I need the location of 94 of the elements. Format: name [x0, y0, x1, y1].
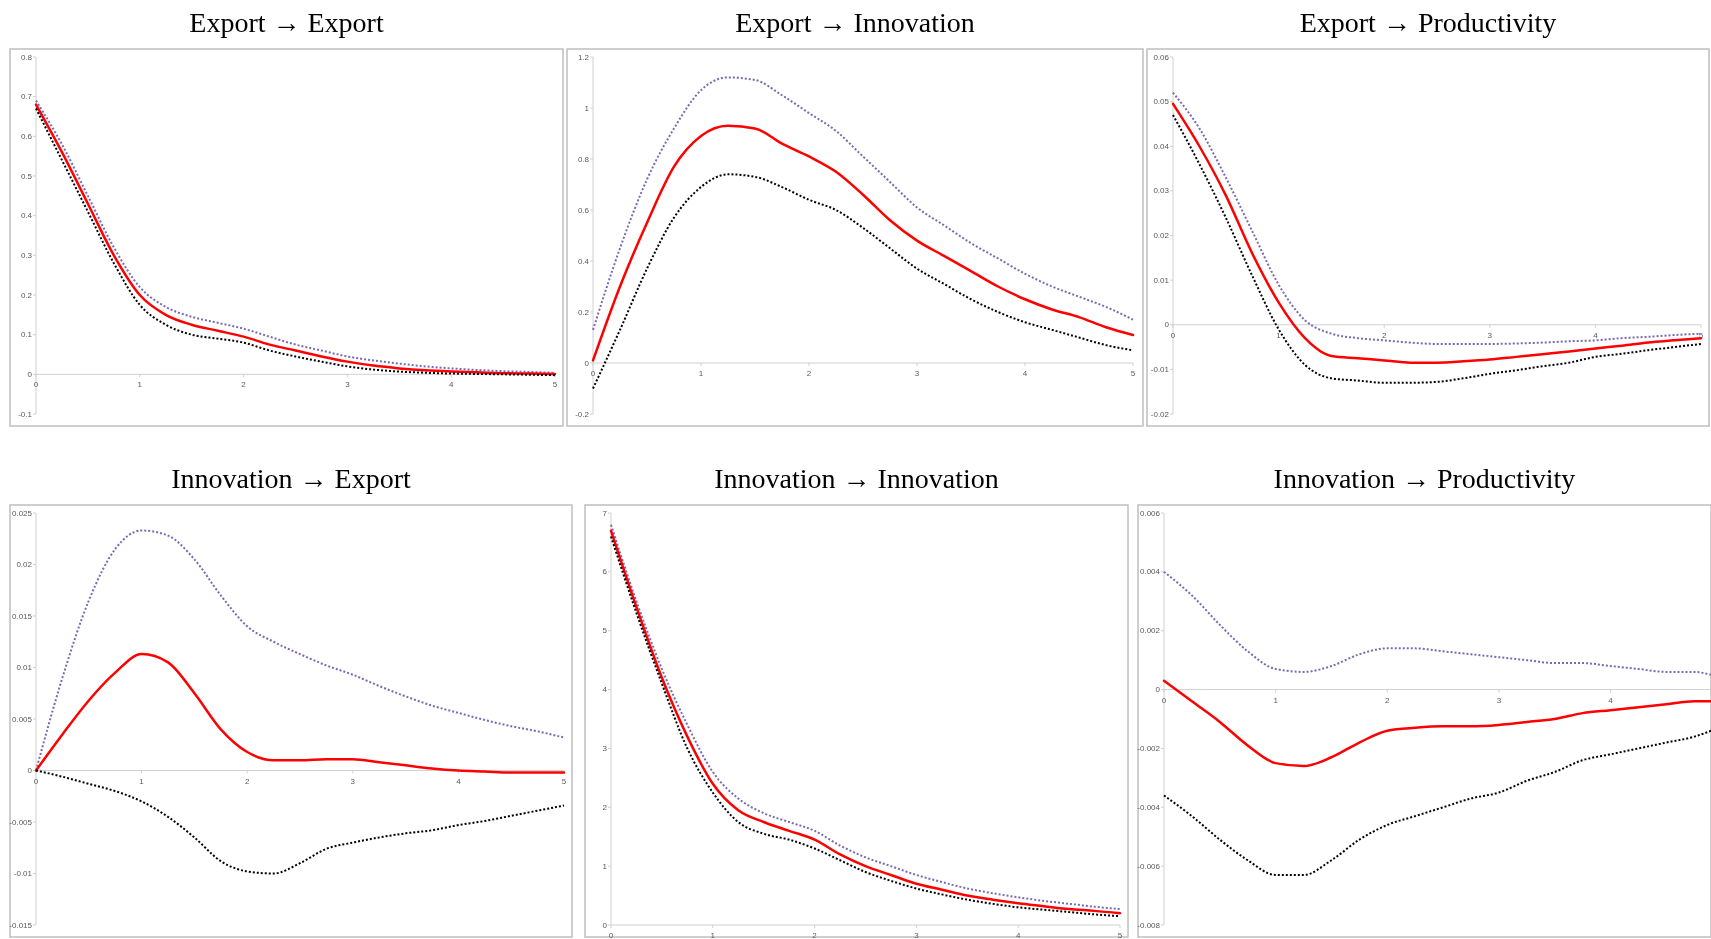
line-series [1163, 570, 1711, 676]
y-tick-label: -0.015 [9, 920, 33, 930]
x-tick-label: 4 [1022, 369, 1028, 378]
x-tick-label: 2 [806, 369, 812, 378]
y-tick-label: 0 [27, 766, 33, 776]
x-tick-label: 1 [139, 776, 145, 786]
y-tick-label: 0.7 [20, 92, 33, 102]
y-tick-label: -0.01 [1150, 364, 1170, 374]
y-tick-label: 6 [602, 567, 608, 577]
y-tick-label: 3 [602, 743, 608, 753]
line-series [1163, 729, 1711, 876]
y-tick-label: 0.1 [20, 330, 33, 340]
y-tick-label: 0.015 [11, 611, 33, 621]
x-tick-label: 5 [1117, 931, 1123, 939]
x-tick-label: 2 [1385, 695, 1391, 705]
chart-title: Export → Innovation [735, 7, 975, 38]
line-series [592, 173, 1134, 390]
y-tick-label: 0.04 [1153, 141, 1170, 151]
x-tick-label: 3 [1487, 330, 1493, 340]
x-tick-label: 2 [244, 776, 250, 786]
y-tick-label: 0.2 [577, 307, 590, 317]
y-tick-label: 0 [1164, 320, 1170, 330]
y-tick-label: 2 [602, 802, 608, 812]
y-tick-label: 0.005 [11, 714, 33, 724]
y-tick-label: 0.6 [20, 131, 33, 141]
y-tick-label: -0.1 [18, 409, 33, 419]
y-tick-label: 1 [584, 103, 590, 113]
y-tick-label: 0.2 [20, 290, 33, 300]
x-tick-label: 1 [1273, 695, 1279, 705]
x-tick-label: 1 [710, 931, 716, 939]
x-tick-label: 5 [561, 776, 567, 786]
y-tick-label: -0.02 [1150, 409, 1170, 419]
y-tick-label: 0 [602, 920, 608, 930]
y-tick-label: 0.01 [16, 663, 33, 673]
y-tick-label: 0.05 [1153, 97, 1170, 107]
x-tick-label: 3 [914, 369, 920, 378]
line-series [35, 769, 565, 875]
y-tick-label: -0.01 [13, 869, 33, 879]
y-tick-label: 4 [602, 685, 608, 695]
x-tick-label: 0 [608, 931, 614, 939]
y-tick-label: -0.008 [1137, 920, 1161, 930]
x-tick-label: 3 [1496, 695, 1502, 705]
y-tick-label: 0.004 [1139, 567, 1161, 577]
chart-title: Innovation → Innovation [714, 463, 999, 494]
y-tick-label: 0.025 [11, 508, 33, 518]
y-tick-label: 0.8 [20, 52, 33, 62]
x-tick-label: 5 [1130, 369, 1136, 378]
x-tick-label: 2 [812, 931, 818, 939]
x-tick-label: 1 [698, 369, 704, 378]
x-tick-label: 2 [1381, 330, 1387, 340]
y-tick-label: 0.06 [1153, 52, 1170, 62]
y-tick-label: 5 [602, 626, 608, 636]
chart-title: Export → Productivity [1299, 7, 1557, 38]
x-tick-label: 1 [137, 380, 143, 390]
chart-title: Export → Export [189, 7, 384, 38]
y-tick-label: 1 [602, 861, 608, 871]
y-tick-label: 0.02 [16, 560, 33, 570]
x-tick-label: 1 [1276, 330, 1282, 340]
y-tick-label: -0.2 [575, 409, 590, 419]
x-tick-label: 3 [914, 931, 920, 939]
y-tick-label: 0.4 [20, 211, 33, 221]
y-tick-label: 0 [584, 358, 590, 368]
x-tick-label: 0 [590, 369, 596, 378]
y-tick-label: -0.006 [1137, 861, 1161, 871]
y-tick-label: -0.002 [1137, 743, 1161, 753]
x-tick-label: 4 [1593, 330, 1599, 340]
y-tick-label: 0.01 [1153, 275, 1170, 285]
y-tick-label: 0 [1155, 685, 1161, 695]
x-tick-label: 4 [1608, 695, 1614, 705]
y-tick-label: -0.005 [9, 817, 33, 827]
x-tick-label: 3 [350, 776, 356, 786]
y-tick-label: 0.006 [1139, 508, 1161, 518]
x-tick-label: 4 [1015, 931, 1021, 939]
y-tick-label: 0.6 [577, 205, 590, 215]
y-tick-label: 7 [602, 508, 608, 518]
x-tick-label: 4 [456, 776, 462, 786]
y-tick-label: -0.004 [1137, 802, 1161, 812]
x-tick-label: 4 [448, 380, 454, 390]
line-series [592, 76, 1134, 331]
x-tick-label: 3 [345, 380, 351, 390]
chart-title: Innovation → Productivity [1273, 463, 1576, 494]
y-tick-label: 1.2 [577, 52, 590, 62]
y-tick-label: 0.3 [20, 250, 33, 260]
y-tick-label: 0.02 [1153, 231, 1170, 241]
line-series [1162, 679, 1711, 768]
y-tick-label: 0.5 [20, 171, 33, 181]
y-tick-label: 0.002 [1139, 626, 1161, 636]
y-tick-label: 0.4 [577, 256, 590, 266]
chart-title: Innovation → Export [171, 463, 411, 494]
y-tick-label: 0.8 [577, 154, 590, 164]
line-series [34, 652, 566, 774]
y-tick-label: 0.03 [1153, 186, 1170, 196]
x-tick-label: 5 [552, 380, 558, 390]
x-tick-label: 2 [241, 380, 247, 390]
